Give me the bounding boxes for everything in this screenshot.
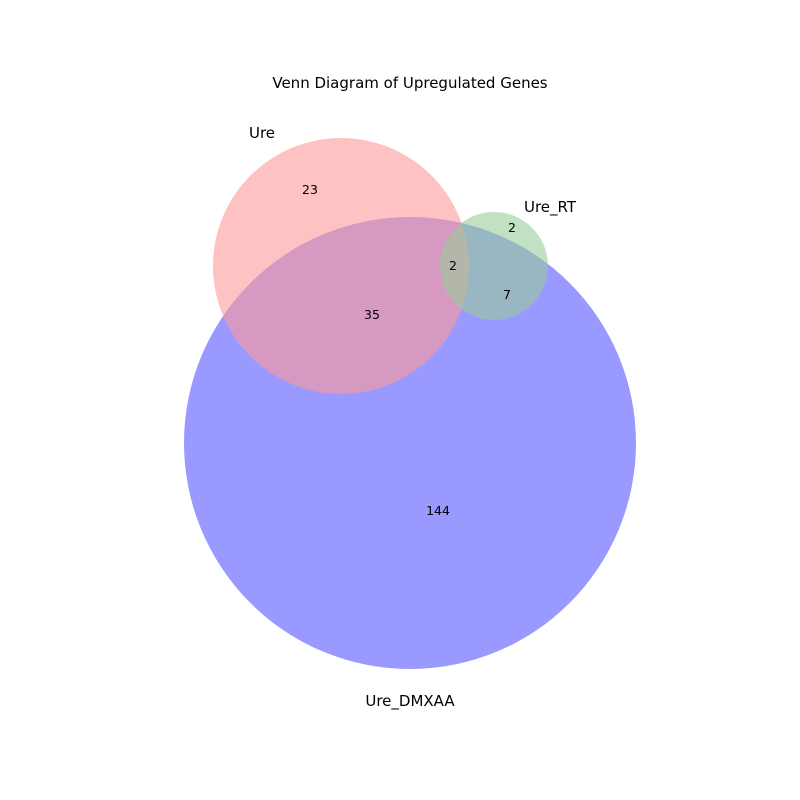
region-count-ure-only: 23 — [302, 182, 318, 197]
region-count-all-three: 2 — [449, 258, 457, 273]
set-label-ure: Ure — [249, 124, 275, 142]
region-count-ure-rt-only: 2 — [508, 220, 516, 235]
region-count-ure-rt-and-ure-dmxaa: 7 — [503, 287, 511, 302]
diagram-title: Venn Diagram of Upregulated Genes — [272, 74, 547, 92]
set-circle-ure — [213, 138, 469, 394]
set-circle-ure-rt — [440, 212, 548, 320]
region-count-ure-and-ure-dmxaa: 35 — [364, 307, 380, 322]
set-label-ure-dmxaa: Ure_DMXAA — [365, 692, 455, 711]
set-label-ure-rt: Ure_RT — [524, 198, 577, 217]
region-count-ure-dmxaa-only: 144 — [426, 503, 450, 518]
